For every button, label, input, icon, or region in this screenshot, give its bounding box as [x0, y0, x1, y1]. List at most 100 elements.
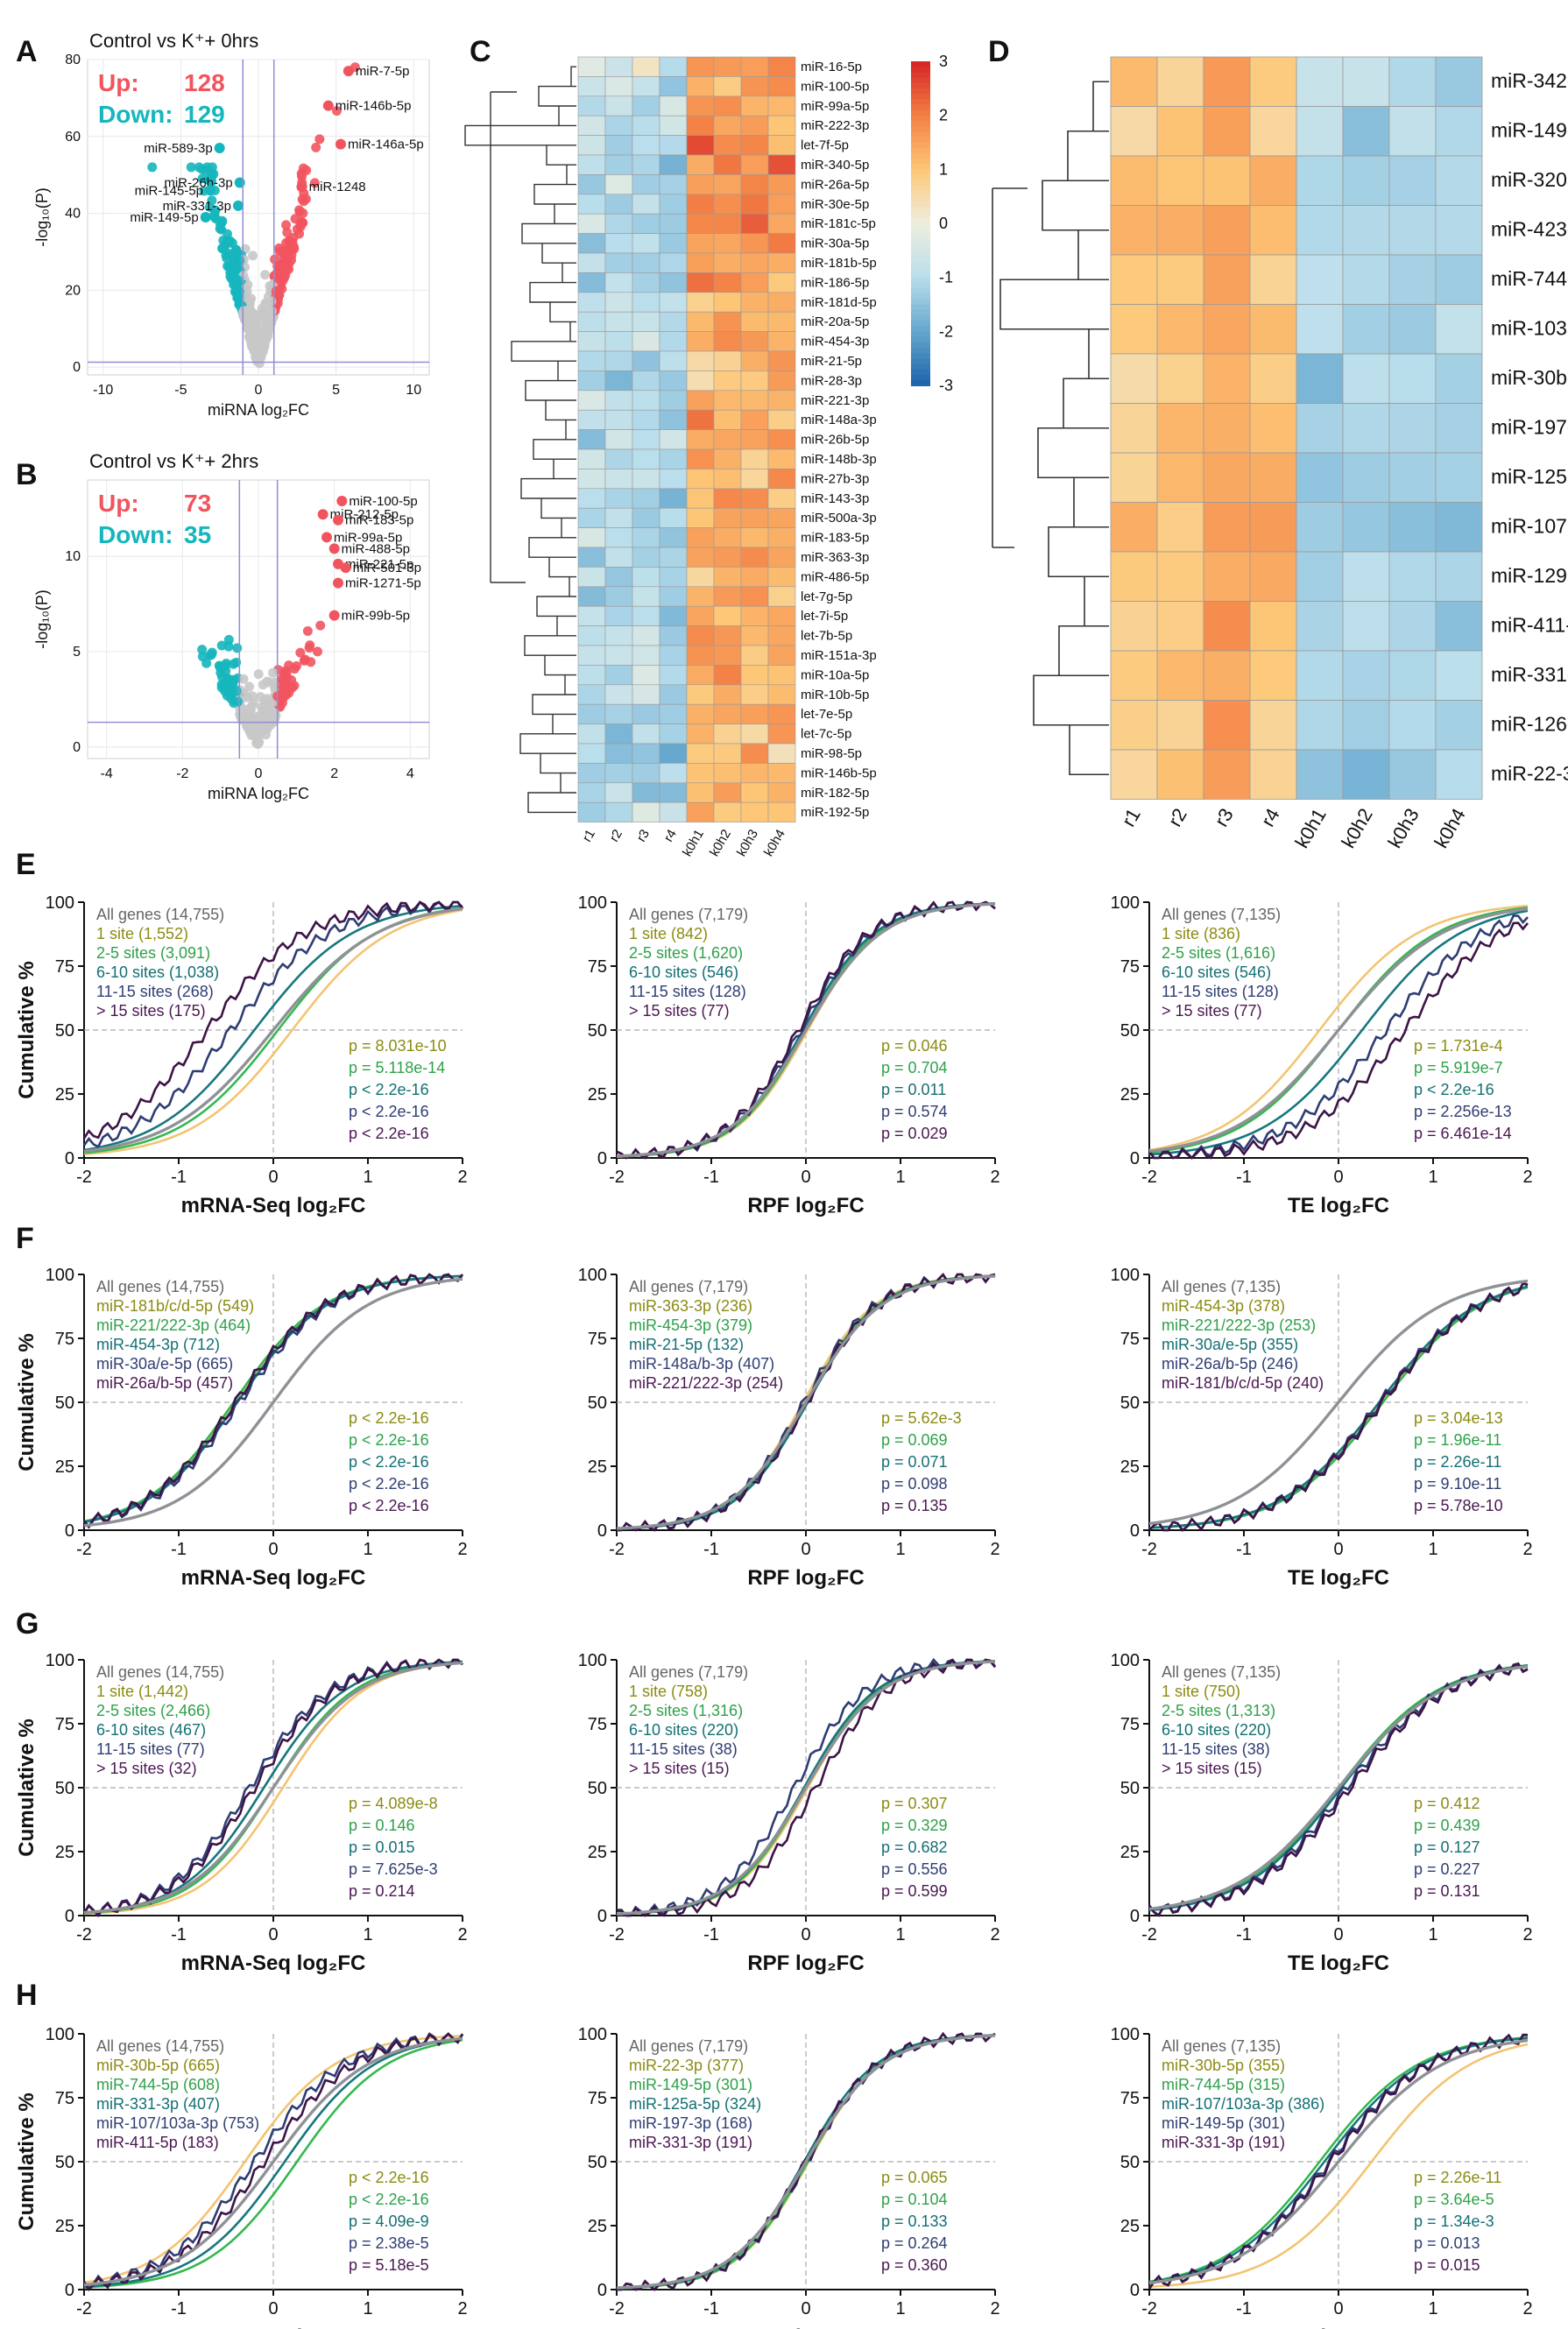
- x-tick-label: -2: [609, 1540, 625, 1559]
- heatmap-cell: [1296, 502, 1344, 553]
- heatmap-cell: [632, 448, 660, 469]
- heatmap-cell: [659, 567, 688, 588]
- x-tick-label: 2: [1522, 1168, 1532, 1187]
- colorbar-segment: [911, 347, 930, 354]
- p-value: p = 0.146: [349, 1817, 415, 1834]
- volcano-plot-A: -10 -5 0 5 10 0 20 40 60 80 Control vs K⁺+ 0hrs miR…: [33, 30, 430, 419]
- heatmap-cell: [577, 76, 606, 97]
- p-value: p < 2.2e-16: [349, 1497, 429, 1514]
- data-point: [225, 236, 236, 246]
- heatmap-cell: [604, 115, 633, 136]
- heatmap-cell: [577, 586, 606, 607]
- heatmap-cell: [767, 723, 796, 745]
- heatmap-cell: [686, 586, 715, 607]
- data-point: [243, 706, 253, 716]
- x-tick-label: -1: [171, 1925, 187, 1944]
- x-tick-label: 2: [457, 1540, 467, 1559]
- data-point: [271, 286, 281, 296]
- data-point: [331, 106, 342, 116]
- legend-entry: miR-149-5p (301): [629, 2076, 752, 2093]
- legend-entry: 11-15 sites (38): [1162, 1740, 1270, 1758]
- colorbar-segment: [911, 293, 930, 300]
- x-axis-label: TE log₂FC: [1288, 2325, 1389, 2329]
- x-tick-label: -2: [176, 766, 188, 781]
- heatmap-cell: [604, 213, 633, 234]
- heatmap-cell: [686, 233, 715, 254]
- legend-entry: 2-5 sites (3,091): [96, 944, 210, 962]
- heatmap-cell: [713, 292, 742, 313]
- x-tick-label: 2: [990, 1925, 999, 1944]
- heatmap-cell: [740, 801, 769, 822]
- heatmap-cell: [686, 311, 715, 332]
- data-point: [264, 677, 274, 688]
- heatmap-col-label: k0h1: [1290, 805, 1331, 852]
- heatmap-cell: [1110, 403, 1158, 454]
- y-tick-label: 75: [588, 2089, 607, 2108]
- heatmap-cell: [1388, 452, 1437, 503]
- x-tick-label: 2: [457, 1925, 467, 1944]
- heatmap-cell: [767, 292, 796, 313]
- heatmap-cell: [577, 625, 606, 646]
- data-point: [222, 673, 233, 683]
- cdf-panel-F1: -2 -1 0 1 2 0 25 50 75 100 mRNA-Seq log₂FC Cumulati…: [15, 1266, 468, 1590]
- legend-entry: All genes (14,755): [96, 906, 224, 923]
- heatmap-cell: [604, 311, 633, 332]
- cdf-curve-0: [616, 1660, 996, 1916]
- heatmap-cell: [1296, 749, 1344, 800]
- colorbar-tick-label: -1: [939, 269, 953, 286]
- x-tick-label: -2: [76, 2299, 92, 2318]
- y-tick-label: 25: [588, 1457, 607, 1477]
- y-tick-label: 25: [55, 1457, 74, 1477]
- heatmap-cell: [604, 135, 633, 156]
- data-point: [252, 738, 263, 749]
- legend-entry: miR-30a/e-5p (665): [96, 1355, 233, 1373]
- p-value: p = 0.098: [881, 1475, 948, 1493]
- heatmap-cell: [604, 625, 633, 646]
- colorbar-segment: [911, 342, 930, 349]
- heatmap-cell: [1203, 254, 1251, 305]
- y-tick-label: 100: [578, 1651, 607, 1670]
- heatmap-cell: [1156, 700, 1204, 751]
- heatmap-cell: [632, 586, 660, 607]
- legend-entry: miR-125a-5p (324): [629, 2095, 761, 2113]
- y-tick-label: 25: [1120, 1085, 1140, 1105]
- heatmap-row-label: miR-99a-5p: [801, 99, 869, 114]
- p-value: p = 0.682: [881, 1838, 948, 1856]
- p-value: p = 0.029: [881, 1125, 948, 1142]
- heatmap-cell: [632, 213, 660, 234]
- data-point: [197, 645, 208, 655]
- heatmap-cell: [713, 488, 742, 509]
- heatmap-cell: [1110, 155, 1158, 206]
- cdf-curve-3: [83, 905, 463, 1152]
- p-value: p < 2.2e-16: [349, 1081, 429, 1098]
- up-count: 73: [184, 490, 211, 517]
- colorbar-segment: [911, 77, 930, 84]
- heatmap-cell: [1156, 502, 1204, 553]
- heatmap-cell: [740, 213, 769, 234]
- heatmap-cell: [659, 76, 688, 97]
- colorbar-segment: [911, 379, 930, 386]
- data-point: [277, 688, 287, 699]
- x-tick-label: -1: [703, 1925, 719, 1944]
- heatmap-cell: [577, 488, 606, 509]
- heatmap-col-label: k0h4: [1430, 805, 1470, 852]
- heatmap-cell: [604, 763, 633, 784]
- heatmap-cell: [713, 371, 742, 392]
- annotated-point: [205, 185, 216, 196]
- data-point: [257, 335, 267, 345]
- y-tick-label: 75: [55, 2089, 74, 2108]
- data-point: [281, 259, 292, 270]
- heatmap-cell: [659, 252, 688, 273]
- heatmap-cell: [1388, 749, 1437, 800]
- heatmap-cell: [767, 390, 796, 411]
- heatmap-col-label: r4: [661, 827, 680, 844]
- annotated-point: [317, 509, 328, 520]
- heatmap-cell: [1249, 502, 1297, 553]
- data-point: [278, 681, 288, 692]
- heatmap-cell: [1435, 106, 1483, 157]
- colorbar-segment: [911, 277, 930, 284]
- cdf-curve-0: [1148, 907, 1529, 1154]
- legend-entry: miR-363-3p (236): [629, 1297, 752, 1315]
- heatmap-cell: [1435, 650, 1483, 701]
- heatmap-row-label: miR-107: [1491, 515, 1567, 538]
